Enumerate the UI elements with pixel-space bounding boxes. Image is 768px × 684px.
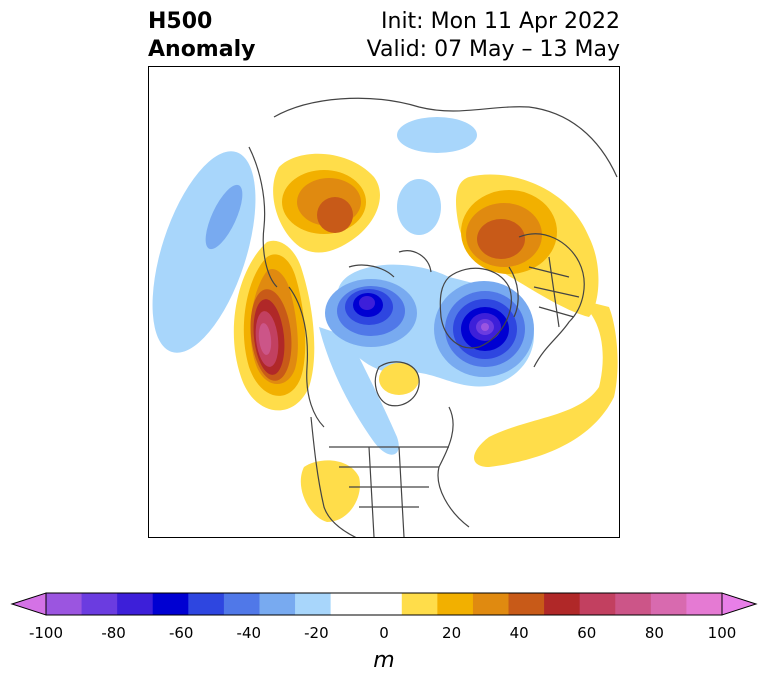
init-date: Init: Mon 11 Apr 2022 — [381, 9, 620, 34]
date-info: Init: Mon 11 Apr 2022 Valid: 07 May – 13… — [367, 8, 620, 64]
colorbar-segment — [508, 593, 545, 615]
chart-title: H500 Anomaly — [148, 8, 255, 64]
trough-tail — [319, 327, 399, 455]
colorbar-segment — [223, 593, 260, 615]
colorbar-segment — [295, 593, 332, 615]
arctic-low-5 — [359, 296, 375, 310]
colorbar-segment — [152, 593, 189, 615]
europe-borders — [528, 256, 580, 328]
title-line-1: H500 — [148, 9, 213, 34]
alaska-coast — [288, 286, 325, 428]
positive-anomalies — [233, 153, 618, 522]
pacific-negative-inner — [205, 184, 243, 250]
colorbar-tick-label: 0 — [379, 624, 389, 642]
siberia-ridge-4 — [317, 197, 353, 233]
anomaly-map — [148, 66, 620, 538]
map-svg — [152, 97, 618, 537]
colorbar-tick-label: -20 — [304, 624, 329, 642]
colorbar-segments — [46, 593, 723, 615]
colorbar-over-arrow — [721, 592, 758, 616]
colorbar-tick-label: 40 — [509, 624, 529, 642]
hudson-ridge — [379, 363, 419, 395]
scandinavia — [508, 266, 519, 318]
colorbar-segment — [188, 593, 225, 615]
europe-coast — [518, 233, 585, 368]
colorbar-tick-label: 20 — [442, 624, 462, 642]
colorbar-segment — [81, 593, 118, 615]
colorbar-unit: m — [373, 648, 395, 673]
colorbar-segment — [579, 593, 616, 615]
colorbar-segment — [330, 593, 367, 615]
colorbar-segment — [437, 593, 474, 615]
siberia-negative — [397, 117, 477, 153]
asia-coast — [273, 97, 618, 178]
hudson-bay — [374, 361, 420, 407]
greenland-coast — [439, 267, 512, 349]
colorbar-segment — [650, 593, 687, 615]
valid-range: Valid: 07 May – 13 May — [366, 37, 620, 62]
colorbar-tick-label: 60 — [577, 624, 597, 642]
colorbar — [10, 592, 758, 616]
colorbar-segment — [615, 593, 652, 615]
europe-ridge-4 — [477, 219, 525, 259]
europe-ridge-tail — [474, 297, 618, 467]
greenland-low-7 — [481, 323, 489, 331]
arctic-islands — [348, 250, 432, 278]
colorbar-segment — [544, 593, 581, 615]
negative-anomalies — [152, 117, 534, 455]
colorbar-segment — [46, 593, 83, 615]
gulf-ridge — [300, 460, 360, 522]
colorbar-tick-label: 80 — [644, 624, 664, 642]
colorbar-tick-label: -40 — [236, 624, 262, 642]
ne-pacific-ridge-7 — [258, 323, 272, 355]
colorbar-segment — [401, 593, 438, 615]
na-east-coast — [437, 406, 470, 528]
colorbar-segment — [117, 593, 154, 615]
colorbar-tick-label: -80 — [101, 624, 126, 642]
coastlines — [248, 97, 618, 537]
kamchatka-coast — [248, 146, 278, 288]
colorbar-tick-label: 100 — [707, 624, 737, 642]
arctic-negative-small — [397, 179, 441, 235]
colorbar-tick-label: -100 — [28, 624, 64, 642]
colorbar-outline — [45, 592, 723, 616]
colorbar-segment — [686, 593, 723, 615]
na-west-coast — [310, 416, 357, 537]
colorbar-segment — [472, 593, 510, 615]
us-borders — [329, 446, 449, 537]
colorbar-segment — [366, 593, 403, 615]
colorbar-segment — [259, 593, 296, 615]
title-line-2: Anomaly — [148, 37, 256, 62]
colorbar-tick-label: -60 — [168, 624, 194, 642]
colorbar-under-arrow — [10, 592, 47, 616]
